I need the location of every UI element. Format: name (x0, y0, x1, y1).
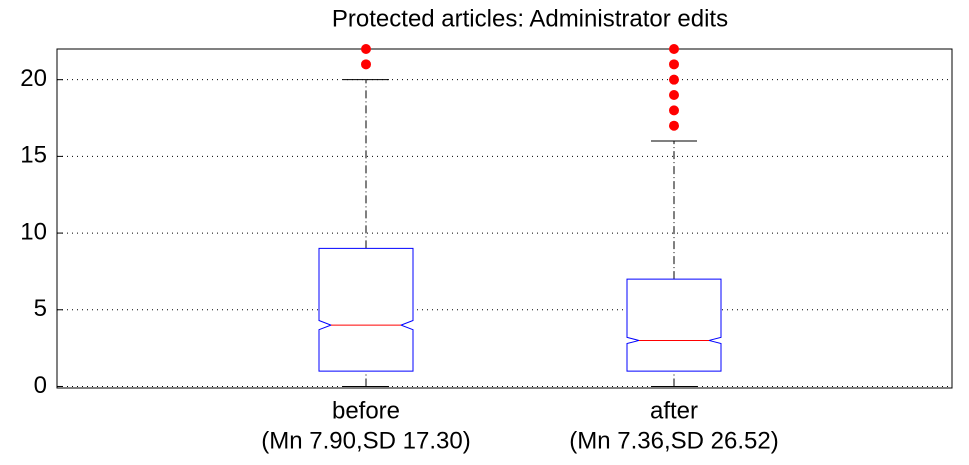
x-tick-label: after (650, 397, 698, 424)
plot-frame (56, 48, 953, 389)
outlier (361, 44, 371, 54)
outlier (669, 44, 679, 54)
outlier (669, 105, 679, 116)
x-tick-label: before (332, 397, 400, 424)
x-tick-note: (Mn 7.36,SD 26.52) (569, 427, 778, 454)
y-tick-label: 5 (34, 295, 47, 322)
outlier (361, 59, 371, 70)
outlier (669, 120, 679, 131)
y-tick-label: 10 (20, 218, 47, 245)
y-tick-label: 20 (20, 65, 47, 92)
y-tick-label: 0 (34, 372, 47, 399)
outlier (669, 90, 679, 101)
box (318, 247, 414, 372)
y-tick-label: 15 (20, 142, 47, 169)
chart-title: Protected articles: Administrator edits (332, 5, 728, 32)
outlier (669, 74, 679, 85)
box (626, 278, 722, 372)
outlier (669, 59, 679, 70)
x-tick-note: (Mn 7.90,SD 17.30) (261, 427, 470, 454)
